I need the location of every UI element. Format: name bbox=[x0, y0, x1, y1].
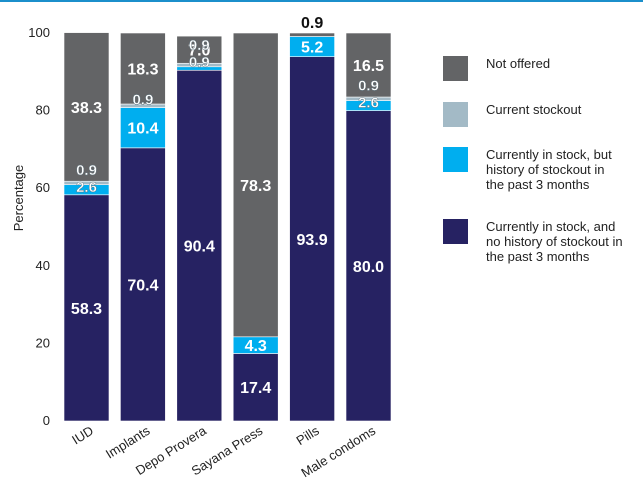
legend-label: Currently in stock, but bbox=[486, 147, 612, 162]
data-label: 70.4 bbox=[127, 277, 158, 294]
y-tick-label: 20 bbox=[36, 335, 50, 350]
legend-label: the past 3 months bbox=[486, 249, 590, 264]
y-tick-label: 80 bbox=[36, 103, 50, 118]
legend-swatch bbox=[443, 219, 468, 244]
data-label: 16.5 bbox=[353, 58, 384, 75]
data-label: 4.3 bbox=[245, 338, 267, 355]
y-tick-label: 40 bbox=[36, 258, 50, 273]
bar-segment bbox=[289, 32, 335, 37]
legend-label: no history of stockout in bbox=[486, 234, 623, 249]
data-label: 5.2 bbox=[301, 40, 323, 57]
data-label: 0.9 bbox=[189, 54, 210, 71]
legend: Not offered Current stockout Currently in … bbox=[443, 56, 623, 264]
y-tick-label: 60 bbox=[36, 180, 50, 195]
legend-swatch bbox=[443, 102, 468, 127]
data-label: 78.3 bbox=[240, 178, 271, 195]
bar-segment bbox=[120, 147, 166, 422]
bar-segment bbox=[345, 110, 392, 422]
bars bbox=[63, 32, 392, 422]
bar-segment bbox=[345, 32, 392, 98]
legend-label: Current stockout bbox=[486, 102, 582, 117]
legend-label: history of stockout in bbox=[486, 162, 605, 177]
data-label: 90.4 bbox=[184, 239, 215, 256]
data-label: 0.9 bbox=[76, 162, 97, 179]
data-label: 0.9 bbox=[301, 15, 323, 32]
bar-segment bbox=[232, 32, 279, 338]
legend-swatch bbox=[443, 56, 468, 81]
legend-label: the past 3 months bbox=[486, 177, 590, 192]
y-tick-label: 100 bbox=[28, 25, 50, 40]
bar-segment bbox=[176, 35, 223, 64]
data-label: 7.0 bbox=[188, 43, 210, 60]
legend-swatch bbox=[443, 147, 468, 172]
legend-label: Not offered bbox=[486, 56, 550, 71]
data-label: 58.3 bbox=[71, 301, 102, 318]
data-label: 17.4 bbox=[240, 380, 271, 397]
data-label: 10.4 bbox=[127, 121, 158, 138]
bar-segment bbox=[289, 56, 335, 422]
data-label: 0.9 bbox=[132, 91, 153, 108]
data-label: 0.9 bbox=[358, 78, 379, 95]
y-axis-label: Percentage bbox=[11, 165, 26, 232]
x-tick-label: Pills bbox=[294, 423, 323, 449]
bar-segment bbox=[120, 32, 166, 105]
x-tick-label: Implants bbox=[103, 423, 153, 462]
data-label: 0.9 bbox=[189, 37, 210, 54]
data-label: 93.9 bbox=[297, 232, 328, 249]
data-label: 2.6 bbox=[358, 95, 379, 112]
bar-segment bbox=[176, 69, 223, 422]
data-label: 18.3 bbox=[127, 62, 158, 79]
y-axis-ticks: 0 20 40 60 80 100 bbox=[28, 25, 50, 428]
y-tick-label: 0 bbox=[43, 413, 50, 428]
bar-segment bbox=[63, 194, 110, 422]
bar-segment bbox=[63, 32, 110, 182]
legend-label: Currently in stock, and bbox=[486, 219, 615, 234]
bar-segment bbox=[232, 353, 279, 422]
bar-labels: 58.338.32.60.970.410.418.30.990.47.00.90… bbox=[71, 15, 384, 397]
bar-segment bbox=[120, 107, 166, 149]
data-label: 80.0 bbox=[353, 259, 384, 276]
data-label: 38.3 bbox=[71, 100, 102, 117]
x-tick-label: IUD bbox=[69, 423, 96, 448]
data-label: 2.6 bbox=[76, 179, 97, 196]
